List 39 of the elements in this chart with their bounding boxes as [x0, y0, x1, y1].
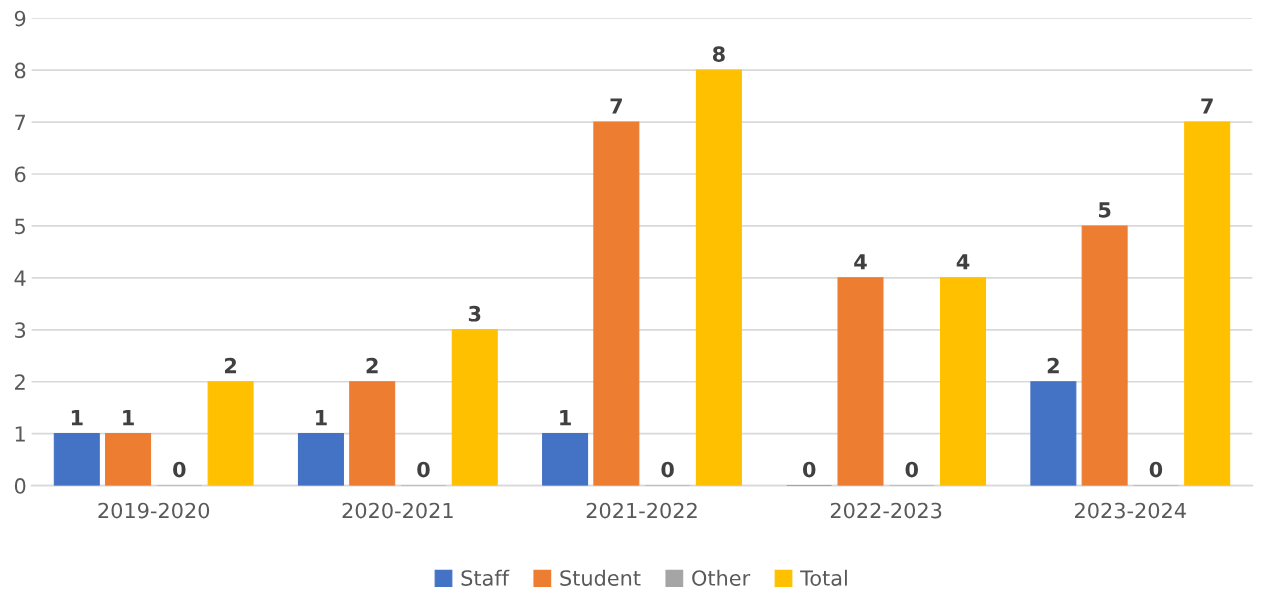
data-label: 7: [610, 98, 622, 114]
y-tick-label: 8: [14, 62, 26, 79]
data-label: 1: [316, 409, 327, 426]
data-label: 0: [905, 461, 919, 478]
data-label: 4: [854, 254, 867, 270]
data-label: 8: [712, 46, 725, 62]
data-label: 1: [71, 409, 83, 426]
data-label: 2: [366, 357, 378, 374]
y-tick-label: 0: [14, 478, 26, 494]
y-tick-label: 7: [15, 114, 25, 130]
y-tick-label: 5: [15, 218, 25, 235]
data-label: 0: [173, 461, 186, 478]
legend-label: Other: [692, 569, 751, 586]
data-label: 0: [1149, 461, 1163, 478]
legend-label: Total: [800, 569, 847, 586]
y-tick-label: 6: [14, 166, 26, 183]
x-tick-label: 2021-2022: [586, 502, 697, 519]
legend-label: Staff: [461, 569, 510, 586]
data-label: 2: [225, 357, 237, 374]
x-tick-label: 2022-2023: [830, 502, 942, 519]
x-tick-label: 2020-2021: [342, 502, 453, 519]
y-tick-label: 2: [15, 374, 25, 390]
data-label: 5: [1099, 202, 1111, 218]
data-label: 0: [417, 461, 430, 478]
x-tick-label: 2023-2024: [1075, 502, 1186, 519]
data-label: 1: [123, 409, 134, 426]
data-label: 2: [1047, 357, 1059, 374]
data-label: 1: [560, 409, 571, 426]
legend-label: Student: [560, 569, 641, 586]
data-label: 0: [802, 461, 816, 478]
y-tick-label: 3: [15, 322, 26, 339]
data-label: 0: [661, 461, 674, 478]
y-tick-label: 9: [14, 10, 26, 27]
data-label: 4: [956, 254, 970, 270]
data-label: 3: [468, 305, 481, 322]
x-tick-label: 2019-2020: [98, 502, 210, 519]
y-tick-label: 4: [14, 270, 26, 286]
data-label: 7: [1201, 98, 1213, 114]
y-tick-label: 1: [15, 426, 25, 442]
